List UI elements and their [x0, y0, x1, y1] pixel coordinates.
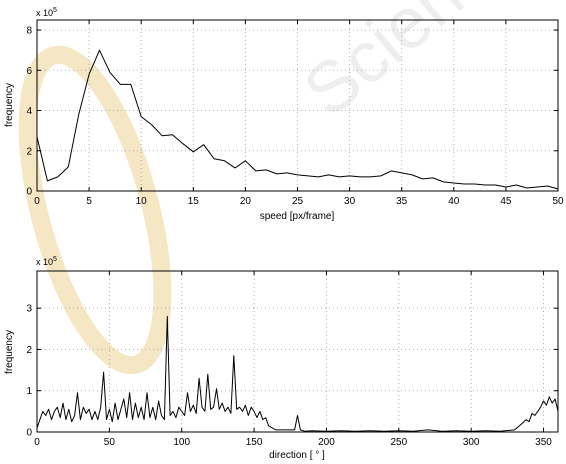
- direction-y-tick-label: 0: [26, 428, 32, 439]
- speed-plot-frame: [36, 19, 559, 192]
- speed-x-tick-label: 10: [136, 196, 148, 207]
- speed-y-tick-label: 2: [26, 146, 32, 157]
- direction-ticks: 0 50 100 150 200 250 300 350 0 1 2 3: [26, 271, 558, 448]
- speed-y-tick-label: 8: [26, 26, 32, 37]
- speed-x-tick-label: 35: [396, 196, 408, 207]
- speed-x-tick-label: 20: [240, 196, 252, 207]
- direction-x-tick-label: 200: [318, 437, 335, 448]
- direction-x-axis-label: direction [ ° ]: [269, 450, 325, 461]
- direction-x-tick-label: 50: [104, 437, 116, 448]
- speed-y-tick-label: 6: [26, 66, 32, 77]
- speed-x-axis-label: speed [px/frame]: [260, 211, 335, 222]
- speed-grid: [37, 20, 558, 191]
- direction-y-tick-label: 1: [26, 386, 32, 397]
- direction-y-axis-label: frequency: [4, 330, 15, 374]
- speed-x-tick-label: 5: [86, 196, 92, 207]
- speed-series-line: [36, 49, 559, 190]
- speed-x-tick-label: 40: [448, 196, 460, 207]
- direction-y-exponent: x 105: [36, 256, 57, 267]
- speed-y-tick-label: 0: [26, 187, 32, 198]
- speed-x-tick-label: 45: [500, 196, 512, 207]
- direction-chart: 0 50 100 150 200 250 300 350 0 1 2 3 x 105 directio…: [4, 256, 559, 461]
- direction-x-tick-label: 300: [463, 437, 480, 448]
- speed-series: [36, 49, 559, 190]
- speed-ticks: 0 5 10 15 20 25 30 35 40 45 50 0 2 4 6 8: [26, 20, 564, 207]
- speed-x-tick-label: 15: [188, 196, 200, 207]
- direction-x-tick-label: 100: [173, 437, 190, 448]
- speed-y-tick-label: 4: [26, 106, 32, 117]
- speed-x-tick-label: 0: [34, 196, 40, 207]
- speed-x-tick-label: 25: [292, 196, 304, 207]
- direction-y-tick-label: 3: [26, 304, 32, 315]
- direction-series: [36, 315, 559, 432]
- direction-x-tick-label: 250: [390, 437, 407, 448]
- speed-y-exponent: x 105: [36, 7, 57, 18]
- direction-x-tick-label: 150: [246, 437, 263, 448]
- speed-y-axis-label: frequency: [4, 83, 15, 127]
- direction-y-tick-label: 2: [26, 345, 32, 356]
- direction-x-tick-label: 350: [535, 437, 552, 448]
- direction-plot-frame: [36, 270, 559, 433]
- speed-chart: 0 5 10 15 20 25 30 35 40 45 50 0 2 4 6 8 x 105 speed [p…: [4, 7, 564, 222]
- speed-x-tick-label: 30: [344, 196, 356, 207]
- direction-x-tick-label: 0: [34, 437, 40, 448]
- direction-series-line: [36, 315, 559, 432]
- speed-x-tick-label: 50: [552, 196, 564, 207]
- direction-grid: [37, 271, 558, 432]
